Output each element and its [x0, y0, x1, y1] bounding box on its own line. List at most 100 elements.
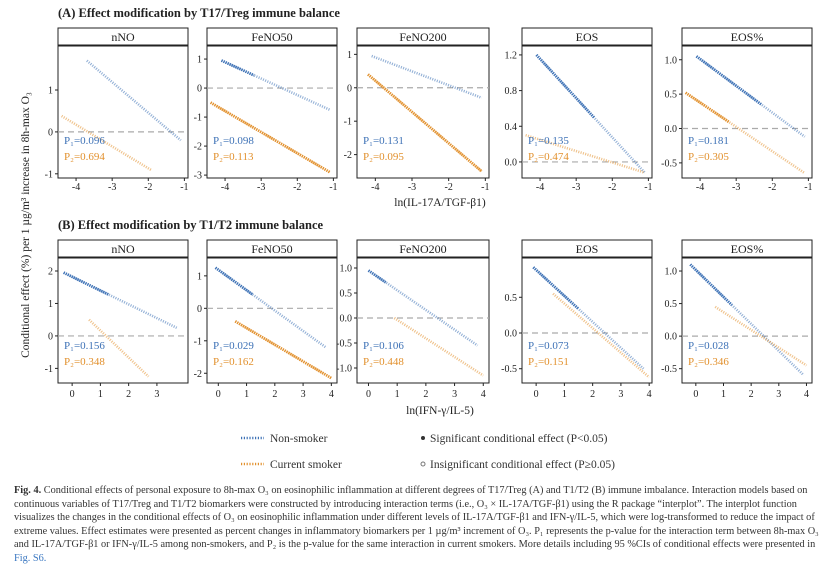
panel-a-eos-p2-label: P₂=0.474	[528, 151, 569, 163]
panel-a-nno: nNO -1 0 1 -4 -3 -2 -1 P₁=0.096 P₂=0.694	[45, 27, 189, 193]
panel-b-feno200-p2-label: P₂=0.448	[363, 356, 404, 368]
panel-b-eos-xtick-label: 2	[590, 389, 595, 400]
panel-b-eos-pct-non-smoker-significant-segment	[689, 263, 733, 307]
panel-a-eos-ytick-label: 1.2	[505, 50, 518, 61]
panel-a-nno-xtick-label: -1	[180, 182, 188, 193]
panel-b-feno50-ytick-label: 1	[197, 271, 202, 282]
panel-a-eos-p1-label: P₁=0.135	[528, 135, 569, 147]
panel-a-feno200-xtick-label: -4	[371, 182, 379, 193]
panel-a-feno50-xtick-label: -4	[221, 182, 229, 193]
panel-b-feno50-non-smoker-significant-segment	[214, 266, 254, 296]
panel-b-eos-pct-xtick-label: 3	[776, 389, 781, 400]
legend-significant-marker	[421, 436, 425, 440]
legend-non-smoker-label: Non-smoker	[270, 433, 328, 445]
panel-b-feno200-non-smoker-line	[367, 269, 479, 347]
panel-b-feno200-ytick-label: 0.5	[340, 289, 353, 300]
panel-b-nno-ytick-label: 1	[48, 299, 53, 310]
legend: Non-smoker Current smoker Significant co…	[241, 433, 615, 471]
panel-a-eos-pct-xtick-label: -1	[804, 182, 812, 193]
panel-a-eos: EOS 0.0 0.4 0.8 1.2 -4 -3 -2 -1 P₁=0.135 P₂=0.474	[505, 27, 653, 193]
panel-a-nno-xtick-label: -3	[108, 182, 116, 193]
panel-a-feno50-ytick-label: -1	[194, 113, 202, 124]
panel-a-eos-header	[521, 27, 653, 46]
legend-current-smoker: Current smoker	[241, 459, 342, 471]
panel-a-feno50-ytick-label: 0	[197, 84, 202, 95]
panel-b-eos: EOS -0.5 0.0 0.5 0 1 2 3 4 P₁=0.073 P₂=0.151	[501, 239, 653, 400]
panel-b-feno50-ytick-label: -1	[194, 336, 202, 347]
panel-b-feno50-ytick-label: -2	[194, 369, 202, 380]
panel-b-feno50-xtick-label: 4	[329, 389, 334, 400]
legend-insignificant-marker	[420, 461, 426, 467]
panel-b-eos-pct-xtick-label: 0	[693, 389, 698, 400]
panel-b-feno200-non-smoker-significant-segment	[367, 269, 387, 284]
panel-b-feno200: FeNO200 -1.0 -0.5 0.0 0.5 1.0 0 1 2 3 4 P₁=0.106 P₂=…	[336, 239, 490, 400]
panel-a-eos-pct-ytick-label: 0.5	[665, 90, 678, 101]
panel-b-nno-xtick-label: 0	[70, 389, 75, 400]
panel-a-nno-ytick-label: 0	[48, 127, 53, 138]
panel-a-feno50-p2-label: P₂=0.113	[213, 151, 254, 163]
panel-b-x-axis-label: ln(IFN-γ/IL-5)	[406, 405, 474, 417]
panel-b-feno50-xtick-label: 3	[301, 389, 306, 400]
legend-significant-label: Significant conditional effect (P<0.05)	[430, 433, 608, 445]
panel-b-eos-pct-ytick-label: -0.5	[661, 364, 677, 375]
y-axis-label: Conditional effect (%) per 1 µg/m³ incre…	[20, 92, 32, 358]
panel-b-eos-ytick-label: 0.0	[505, 329, 518, 340]
panel-b-feno50: FeNO50 -2 -1 0 1 0 1 2 3 4 P₁=0.029 P₂=0.162	[194, 239, 338, 400]
panel-b-feno200-ytick-label: 1.0	[340, 264, 353, 275]
legend-non-smoker: Non-smoker	[241, 433, 328, 445]
panel-b-feno200-title: FeNO200	[399, 242, 446, 256]
panel-a-eos-pct-header	[681, 27, 813, 46]
panel-b-eos-pct-xtick-label: 1	[721, 389, 726, 400]
panel-a-feno200-frame	[356, 45, 490, 179]
panel-a-feno50-ytick-label: 1	[197, 55, 202, 66]
legend-current-smoker-label: Current smoker	[270, 459, 342, 471]
panel-b-eos-pct-xtick-label: 2	[749, 389, 754, 400]
panel-b-feno200-header	[356, 239, 490, 258]
caption-link-fig-s6[interactable]: Fig. S6.	[14, 552, 47, 564]
panel-b-feno50-title: FeNO50	[251, 242, 292, 256]
panel-a-feno50-header	[206, 27, 338, 46]
panel-a-feno200-ytick-label: 0	[347, 83, 352, 94]
panel-b-feno50-current-smoker-significant-segment	[234, 320, 333, 380]
panel-b-eos-xtick-label: 0	[534, 389, 539, 400]
panel-a-eos-non-smoker-significant-segment	[535, 53, 596, 119]
panel-b-feno200-xtick-label: 4	[481, 389, 486, 400]
panel-b-eos-xtick-label: 3	[618, 389, 623, 400]
legend-significant: Significant conditional effect (P<0.05)	[421, 433, 608, 445]
panel-b-eos-pct-ytick-label: 0.0	[665, 332, 678, 343]
panel-a-x-axis-label: ln(IL-17A/TGF-β1)	[394, 197, 486, 209]
panel-a-eos-pct-p1-label: P₁=0.181	[688, 135, 729, 147]
panel-b-eos-pct: EOS% -0.5 0.0 0.5 1.0 0 1 2 3 4 P₁=0.028 P₂=0.346	[661, 239, 813, 400]
panel-a-eos-current-smoker-line	[525, 133, 646, 174]
panel-a-feno200-header	[356, 27, 490, 46]
panel-a-eos-pct-xtick-label: -2	[768, 182, 776, 193]
panel-a-eos-pct-ytick-label: -0.5	[661, 158, 677, 169]
panel-a-eos-title: EOS	[576, 30, 599, 44]
panel-a-eos-pct-p2-label: P₂=0.305	[688, 151, 729, 163]
panel-a-eos-pct-frame	[681, 45, 813, 179]
panel-a-feno200-current-smoker-significant-segment	[367, 73, 483, 173]
panel-a-nno-ytick-label: 1	[48, 86, 53, 97]
panel-a-eos-ytick-label: 0.0	[505, 157, 518, 168]
panel-b-nno-p2-label: P₂=0.348	[64, 356, 105, 368]
panel-b-feno200-ytick-label: -1.0	[336, 364, 352, 375]
panel-a-feno200-xtick-label: -2	[444, 182, 452, 193]
panel-b-nno-non-smoker-significant-segment	[63, 271, 110, 296]
panel-a-nno-xtick-label: -2	[144, 182, 152, 193]
panel-b-nno-xtick-label: 2	[126, 389, 131, 400]
panel-b-eos-ytick-label: -0.5	[501, 364, 517, 375]
panel-a-nno-ytick-label: -1	[45, 169, 53, 180]
chart-panels: nNO-101-4 -3 -2 -1P₁=0.096P₂=0.694FeNO50-3-…	[45, 27, 813, 400]
panel-b-nno-title: nNO	[111, 242, 135, 256]
panel-b-nno-ytick-label: 2	[48, 266, 53, 277]
panel-a-feno200-p2-label: P₂=0.095	[363, 151, 404, 163]
legend-insignificant: Insignificant conditional effect (P≥0.05…	[420, 459, 615, 471]
panel-a-eos-ytick-label: 0.8	[505, 86, 518, 97]
panel-b-feno200-ytick-label: 0.0	[340, 314, 353, 325]
panel-b-eos-ytick-label: 0.5	[505, 293, 518, 304]
panel-b-feno200-xtick-label: 0	[366, 389, 371, 400]
panel-a-nno-frame	[57, 45, 189, 179]
panel-a-nno-title: nNO	[111, 30, 135, 44]
panel-b-eos-pct-p2-label: P₂=0.346	[688, 356, 729, 368]
panel-b-eos-pct-ytick-label: 0.5	[665, 299, 678, 310]
